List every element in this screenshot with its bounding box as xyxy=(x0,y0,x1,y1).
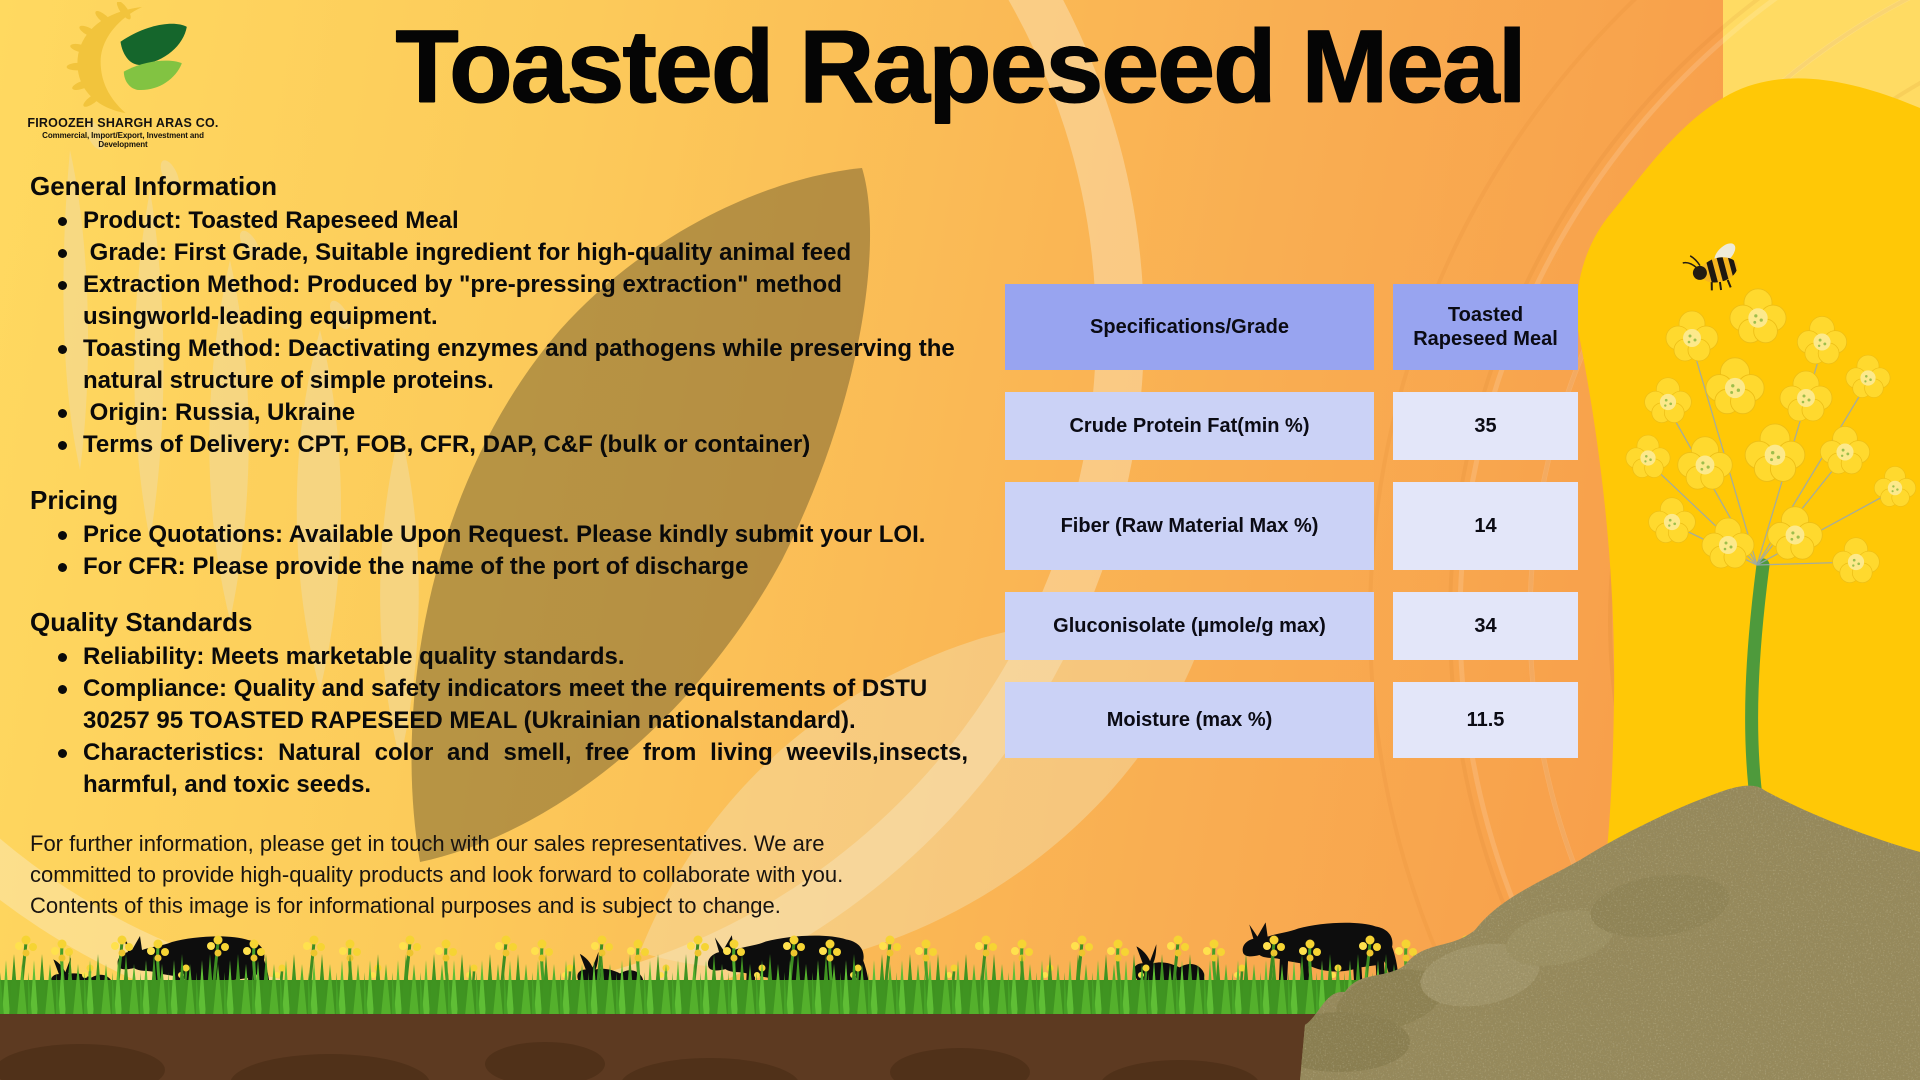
table-row-value: 34 xyxy=(1393,592,1578,660)
table-row-label: Fiber (Raw Material Max %) xyxy=(1005,482,1374,570)
spec-table: Specifications/Grade Toasted Rapeseed Mea… xyxy=(1005,284,1578,758)
bullet-item: Toasting Method: Deactivating enzymes an… xyxy=(58,333,968,397)
bullet-text: Characteristics: Natural color and smell… xyxy=(83,739,968,798)
table-header-product: Toasted Rapeseed Meal xyxy=(1393,284,1578,370)
bullet-item: Extraction Method: Produced by "pre-pres… xyxy=(58,269,968,333)
bullet-dot xyxy=(58,441,67,450)
bullet-item: Terms of Delivery: CPT, FOB, CFR, DAP, C… xyxy=(58,429,968,461)
bullet-item: Grade: First Grade, Suitable ingredient … xyxy=(58,237,968,269)
company-logo: FIROOZEH SHARGH ARAS CO. Commercial, Imp… xyxy=(18,2,228,149)
bullet-text: Reliability: Meets marketable quality st… xyxy=(83,643,625,670)
bullet-dot xyxy=(58,531,67,540)
section-pricing: Pricing Price Quotations: Available Upon … xyxy=(30,484,968,583)
info-sections: General Information Product: Toasted Rape… xyxy=(30,170,968,824)
section-heading: Pricing xyxy=(30,485,119,515)
table-row-label: Gluconisolate (µmole/g max) xyxy=(1005,592,1374,660)
bullet-text: Grade: First Grade, Suitable ingredient … xyxy=(83,239,852,266)
bullet-text: Product: Toasted Rapeseed Meal xyxy=(83,207,459,234)
bullet-text: Toasting Method: Deactivating enzymes an… xyxy=(83,335,962,394)
company-name: FIROOZEH SHARGH ARAS CO. xyxy=(27,116,219,130)
bullet-list: Product: Toasted Rapeseed Meal Grade: Fi… xyxy=(30,205,968,461)
bullet-dot xyxy=(58,281,67,290)
bullet-text: Extraction Method: Produced by "pre-pres… xyxy=(83,271,849,330)
bullet-item: Compliance: Quality and safety indicator… xyxy=(58,673,968,737)
bullet-text: Origin: Russia, Ukraine xyxy=(83,399,356,426)
bullet-item: For CFR: Please provide the name of the … xyxy=(58,551,968,583)
bullet-text: For CFR: Please provide the name of the … xyxy=(83,553,749,580)
section-general-information: General Information Product: Toasted Rape… xyxy=(30,170,968,461)
bullet-dot xyxy=(58,749,67,758)
table-row-value: 35 xyxy=(1393,392,1578,460)
bullet-dot xyxy=(58,563,67,572)
bullet-list: Reliability: Meets marketable quality st… xyxy=(30,641,968,801)
bullet-item: Reliability: Meets marketable quality st… xyxy=(58,641,968,673)
bullet-list: Price Quotations: Available Upon Request… xyxy=(30,519,968,583)
footer-note: For further information, please get in t… xyxy=(30,828,940,921)
bullet-text: Price Quotations: Available Upon Request… xyxy=(83,521,926,548)
bullet-text: Compliance: Quality and safety indicator… xyxy=(83,675,934,734)
section-heading: Quality Standards xyxy=(30,607,253,637)
bullet-item: Characteristics: Natural color and smell… xyxy=(58,737,968,801)
section-heading: General Information xyxy=(30,171,278,201)
bullet-item: Price Quotations: Available Upon Request… xyxy=(58,519,968,551)
bullet-text: Terms of Delivery: CPT, FOB, CFR, DAP, C… xyxy=(83,431,811,458)
bullet-item: Product: Toasted Rapeseed Meal xyxy=(58,205,968,237)
footer-line: For further information, please get in t… xyxy=(30,831,825,856)
bullet-dot xyxy=(58,249,67,258)
bullet-dot xyxy=(58,409,67,418)
bullet-dot xyxy=(58,685,67,694)
table-row-value: 14 xyxy=(1393,482,1578,570)
watermark-leaf xyxy=(411,168,871,862)
table-row-label: Crude Protein Fat(min %) xyxy=(1005,392,1374,460)
table-header-specifications: Specifications/Grade xyxy=(1005,284,1374,370)
page-title: Toasted Rapeseed Meal xyxy=(395,9,1526,125)
bee-icon xyxy=(1682,243,1739,291)
table-row-label: Moisture (max %) xyxy=(1005,682,1374,758)
bullet-dot xyxy=(58,217,67,226)
footer-line: committed to provide high-quality produc… xyxy=(30,862,844,887)
section-quality-standards: Quality Standards Reliability: Meets mark… xyxy=(30,606,968,801)
bullet-dot xyxy=(58,653,67,662)
wheat-leaf-logo-icon xyxy=(66,2,187,114)
footer-line: Contents of this image is for informatio… xyxy=(30,893,781,918)
table-row-value: 11.5 xyxy=(1393,682,1578,758)
bullet-dot xyxy=(58,345,67,354)
bullet-item: Origin: Russia, Ukraine xyxy=(58,397,968,429)
company-tagline: Commercial, Import/Export, Investment an… xyxy=(42,131,204,149)
